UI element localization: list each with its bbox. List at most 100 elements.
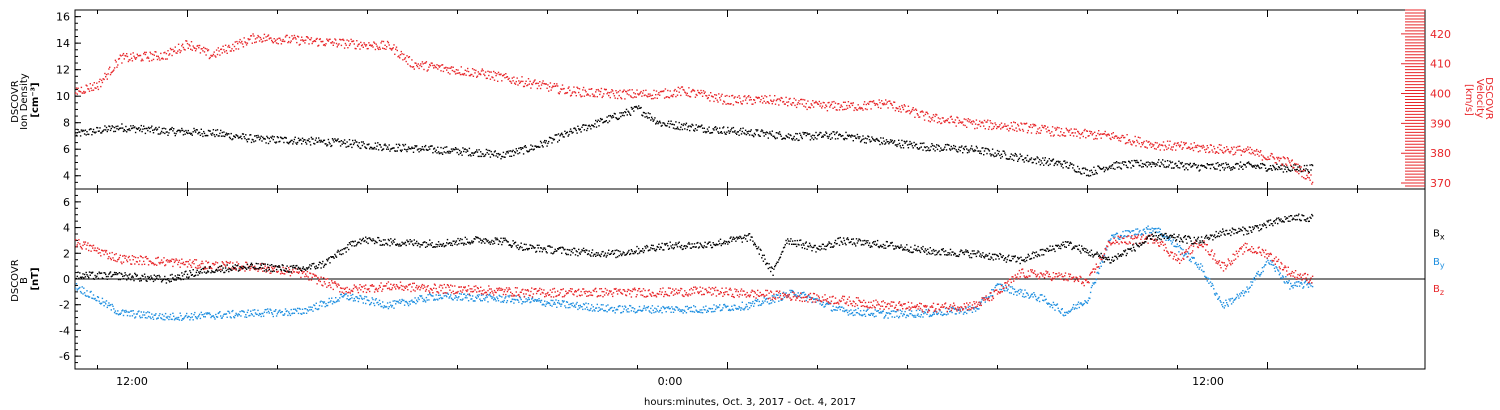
data-point bbox=[121, 262, 123, 265]
data-point bbox=[629, 114, 632, 116]
data-point bbox=[151, 262, 153, 265]
data-point bbox=[979, 152, 981, 154]
data-point bbox=[204, 135, 206, 137]
data-point bbox=[948, 121, 950, 124]
data-point bbox=[186, 40, 188, 42]
data-point bbox=[1013, 121, 1015, 123]
data-point bbox=[672, 123, 674, 125]
data-point bbox=[768, 132, 770, 135]
data-point bbox=[1177, 142, 1179, 144]
data-point bbox=[993, 155, 995, 158]
data-point bbox=[906, 110, 909, 112]
data-point bbox=[751, 134, 753, 136]
data-point bbox=[840, 306, 842, 308]
data-point bbox=[690, 91, 692, 93]
data-point bbox=[755, 299, 757, 302]
data-point bbox=[275, 309, 277, 311]
data-point bbox=[1157, 146, 1159, 148]
data-point bbox=[1205, 151, 1207, 153]
data-point bbox=[1156, 142, 1158, 144]
data-point bbox=[975, 119, 978, 121]
data-point bbox=[1250, 163, 1252, 166]
density-tick-label: 12 bbox=[56, 64, 70, 77]
data-point bbox=[740, 307, 743, 309]
data-point bbox=[785, 134, 787, 137]
data-point bbox=[709, 132, 711, 134]
data-point bbox=[1000, 288, 1003, 291]
data-point bbox=[139, 317, 142, 319]
data-point bbox=[353, 297, 355, 300]
data-point bbox=[967, 118, 969, 120]
data-point bbox=[81, 92, 83, 94]
data-point bbox=[1126, 230, 1128, 232]
data-point bbox=[504, 156, 506, 158]
data-point bbox=[361, 44, 364, 46]
data-point bbox=[953, 147, 956, 150]
data-point bbox=[1121, 162, 1123, 164]
data-point bbox=[838, 109, 841, 111]
data-point bbox=[891, 139, 893, 142]
data-point bbox=[450, 67, 452, 69]
data-point bbox=[1200, 164, 1202, 167]
data-point bbox=[555, 85, 557, 87]
data-point bbox=[365, 296, 368, 298]
data-point bbox=[441, 297, 444, 299]
data-point bbox=[481, 68, 483, 70]
data-point bbox=[1097, 271, 1099, 274]
data-point bbox=[543, 82, 545, 85]
data-point bbox=[685, 122, 688, 124]
data-point bbox=[255, 135, 257, 137]
data-point bbox=[1147, 141, 1149, 143]
data-point bbox=[550, 299, 552, 302]
data-point bbox=[1120, 136, 1123, 139]
data-point bbox=[88, 244, 91, 247]
data-point bbox=[143, 260, 145, 263]
data-point bbox=[78, 287, 80, 290]
data-point bbox=[242, 46, 245, 48]
data-point bbox=[399, 144, 401, 147]
data-point bbox=[301, 313, 303, 315]
data-point bbox=[663, 306, 665, 309]
data-point bbox=[227, 262, 229, 264]
data-point bbox=[215, 129, 217, 132]
data-point bbox=[1154, 165, 1157, 167]
data-point bbox=[659, 309, 661, 312]
data-point bbox=[533, 148, 535, 150]
data-point bbox=[597, 119, 599, 121]
data-point bbox=[1090, 169, 1093, 171]
data-point bbox=[288, 312, 291, 315]
data-point bbox=[125, 125, 127, 128]
data-point bbox=[233, 50, 235, 52]
data-point bbox=[278, 310, 280, 312]
data-point bbox=[942, 117, 944, 119]
data-point bbox=[573, 305, 575, 308]
data-point bbox=[197, 316, 199, 318]
data-point bbox=[163, 257, 165, 259]
data-point bbox=[274, 40, 276, 43]
data-point bbox=[352, 293, 354, 296]
data-point bbox=[904, 310, 906, 313]
data-point bbox=[1154, 227, 1157, 230]
data-point bbox=[547, 84, 549, 86]
data-point bbox=[374, 299, 377, 301]
data-point bbox=[1285, 276, 1287, 278]
data-point bbox=[369, 44, 371, 46]
data-point bbox=[234, 41, 236, 43]
data-point bbox=[1189, 162, 1191, 165]
data-point bbox=[172, 265, 174, 268]
data-point bbox=[296, 310, 298, 312]
data-point bbox=[202, 50, 204, 52]
data-point bbox=[970, 120, 973, 123]
data-point bbox=[105, 251, 107, 253]
data-point bbox=[796, 103, 799, 106]
data-point bbox=[1066, 311, 1068, 313]
data-point bbox=[443, 295, 445, 297]
data-point bbox=[356, 296, 358, 298]
data-point bbox=[478, 294, 480, 296]
data-point bbox=[541, 304, 543, 306]
data-point bbox=[1008, 158, 1011, 160]
data-point bbox=[1213, 288, 1215, 290]
data-point bbox=[769, 302, 771, 305]
data-point bbox=[1071, 132, 1073, 134]
data-point bbox=[752, 300, 754, 303]
